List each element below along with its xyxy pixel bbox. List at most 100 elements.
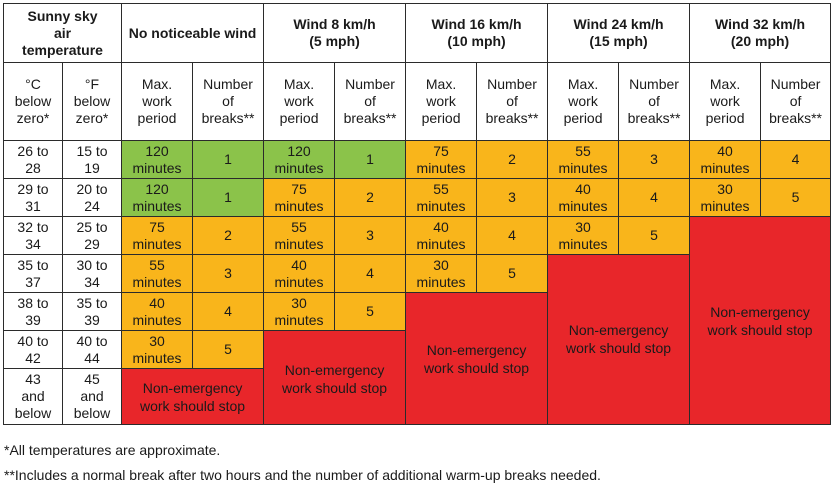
max-work-header: Max. work period bbox=[121, 62, 194, 141]
max-work-cell: 40 minutes bbox=[689, 140, 762, 179]
footnote-breaks: **Includes a normal break after two hour… bbox=[4, 467, 601, 483]
range-line: 29 bbox=[84, 235, 100, 252]
table-row: 38 to 39 35 to 39 40 minutes 4 30 minutes 5 … bbox=[3, 292, 831, 425]
breaks-cell: 2 bbox=[192, 216, 265, 255]
minutes-value: 30 bbox=[149, 332, 165, 349]
minutes-value: 75 bbox=[149, 218, 165, 235]
breaks-cell: 5 bbox=[192, 330, 265, 369]
max-work-header: Max. work period bbox=[689, 62, 762, 141]
breaks-cell: 1 bbox=[192, 140, 265, 179]
minutes-value: 40 bbox=[149, 294, 165, 311]
range-line: 19 bbox=[84, 159, 100, 176]
max-work-line: Max. bbox=[141, 76, 173, 92]
breaks-line: of bbox=[648, 93, 660, 109]
minutes-value: 30 bbox=[433, 256, 449, 273]
range-line: 39 bbox=[84, 311, 100, 328]
range-line: 43 bbox=[25, 371, 41, 387]
stop-text: Non-emergency bbox=[426, 342, 527, 358]
minutes-value: 40 bbox=[291, 256, 307, 273]
wind-header-text: (5 mph) bbox=[309, 33, 360, 49]
range-line: 32 to bbox=[17, 218, 49, 235]
minutes-value: 30 bbox=[575, 218, 591, 235]
max-work-cell: 55 minutes bbox=[405, 178, 478, 217]
fahrenheit-header: °F below zero* bbox=[61, 62, 123, 141]
breaks-line: of bbox=[789, 93, 802, 109]
breaks-cell: 5 bbox=[476, 254, 549, 293]
max-work-header: Max. work period bbox=[263, 62, 336, 141]
fahrenheit-range: 20 to 24 bbox=[61, 178, 123, 217]
table-row: 43 and below 45 and below Non-emergency work… bbox=[3, 368, 831, 425]
celsius-range: 26 to 28 bbox=[3, 140, 63, 179]
max-work-line: work bbox=[142, 93, 172, 109]
celsius-range: 35 to 37 bbox=[3, 254, 63, 293]
max-work-cell: 30 minutes bbox=[405, 254, 478, 293]
breaks-line: Number bbox=[487, 76, 537, 92]
max-work-cell: 75 minutes bbox=[121, 216, 194, 255]
fahrenheit-range: 30 to 34 bbox=[61, 254, 123, 293]
breaks-line: of bbox=[506, 93, 518, 109]
breaks-cell: 5 bbox=[760, 178, 832, 217]
celsius-range: 32 to 34 bbox=[3, 216, 63, 255]
stop-text: work should stop bbox=[424, 360, 530, 376]
wind-header-text: Wind 8 km/h bbox=[293, 16, 376, 32]
minutes-unit: minutes bbox=[274, 159, 324, 176]
fahrenheit-range: 15 to 19 bbox=[61, 140, 123, 179]
fahrenheit-range: 25 to 29 bbox=[61, 216, 123, 255]
breaks-line: breaks** bbox=[627, 110, 681, 126]
wind-header-text: No noticeable wind bbox=[128, 24, 257, 41]
max-work-cell: 120 minutes bbox=[121, 140, 194, 179]
minutes-unit: minutes bbox=[274, 235, 324, 252]
celsius-unit: °C bbox=[25, 76, 41, 92]
range-line: 20 to bbox=[76, 180, 108, 197]
max-work-header: Max. work period bbox=[405, 62, 478, 141]
range-line: 39 bbox=[25, 311, 41, 328]
minutes-value: 40 bbox=[717, 142, 733, 159]
breaks-line: breaks** bbox=[769, 110, 822, 126]
temp-title-cell: Sunny sky air temperature bbox=[2, 3, 123, 63]
wind-header-text: Wind 16 km/h bbox=[431, 16, 522, 32]
wind-8-header: Wind 8 km/h (5 mph) bbox=[263, 3, 407, 63]
minutes-unit: minutes bbox=[132, 311, 182, 328]
breaks-cell: 5 bbox=[618, 216, 691, 255]
max-work-header: Max. work period bbox=[547, 62, 620, 141]
fahrenheit-unit: °F bbox=[84, 76, 100, 92]
fahrenheit-range: 40 to 44 bbox=[61, 330, 123, 369]
celsius-range: 43 and below bbox=[3, 368, 63, 425]
minutes-unit: minutes bbox=[558, 235, 608, 252]
max-work-line: period bbox=[563, 110, 603, 126]
breaks-line: of bbox=[222, 93, 234, 109]
max-work-cell: 55 minutes bbox=[263, 216, 336, 255]
breaks-header: Number of breaks** bbox=[476, 62, 549, 141]
range-line: below bbox=[73, 405, 111, 421]
max-work-line: Max. bbox=[425, 76, 457, 92]
minutes-unit: minutes bbox=[416, 197, 466, 214]
breaks-cell: 5 bbox=[334, 292, 407, 331]
range-line: 45 bbox=[84, 371, 100, 387]
range-line: 35 to bbox=[76, 294, 108, 311]
minutes-value: 55 bbox=[149, 256, 165, 273]
breaks-line: breaks** bbox=[343, 110, 397, 126]
stop-text: work should stop bbox=[139, 397, 246, 414]
max-work-cell: 40 minutes bbox=[121, 292, 194, 331]
range-line: 40 to bbox=[17, 332, 49, 349]
max-work-cell: 75 minutes bbox=[263, 178, 336, 217]
breaks-line: of bbox=[364, 93, 376, 109]
header-row-2: °C below zero* °F below zero* Max. work pe… bbox=[3, 62, 832, 141]
breaks-cell: 4 bbox=[192, 292, 265, 331]
max-work-cell: 30 minutes bbox=[689, 178, 762, 217]
fahrenheit-range: 35 to 39 bbox=[61, 292, 123, 331]
minutes-value: 120 bbox=[145, 142, 169, 159]
minutes-value: 75 bbox=[433, 142, 449, 159]
minutes-unit: minutes bbox=[416, 273, 466, 290]
range-line: and bbox=[21, 388, 45, 404]
range-line: 30 to bbox=[76, 256, 108, 273]
breaks-cell: 4 bbox=[334, 254, 407, 293]
fahrenheit-line: below bbox=[73, 93, 111, 109]
max-work-cell: 40 minutes bbox=[405, 216, 478, 255]
range-line: 37 bbox=[25, 273, 41, 290]
minutes-value: 55 bbox=[575, 142, 591, 159]
minutes-unit: minutes bbox=[558, 159, 608, 176]
max-work-cell: 30 minutes bbox=[547, 216, 620, 255]
minutes-unit: minutes bbox=[558, 197, 608, 214]
minutes-unit: minutes bbox=[132, 349, 182, 366]
